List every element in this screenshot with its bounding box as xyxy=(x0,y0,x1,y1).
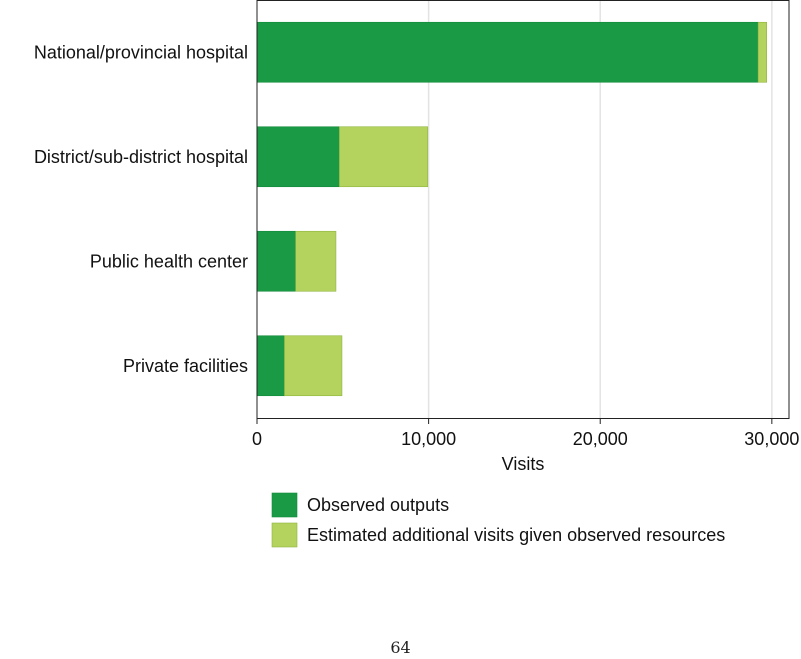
category-labels: National/provincial hospital District/sub… xyxy=(34,42,248,376)
category-label: Private facilities xyxy=(123,356,248,376)
bar-segment xyxy=(256,230,296,292)
bar-segment xyxy=(256,126,340,188)
x-axis-ticks: 0 10,000 20,000 30,000 xyxy=(252,418,799,449)
bars xyxy=(256,21,767,397)
legend-label: Estimated additional visits given observ… xyxy=(307,525,725,545)
legend-swatch xyxy=(271,522,298,548)
category-label: District/sub-district hospital xyxy=(34,147,248,167)
category-label: National/provincial hospital xyxy=(34,42,248,62)
bar-segment xyxy=(295,230,337,292)
bar-segment xyxy=(339,126,429,188)
legend-swatch xyxy=(271,492,298,518)
legend-label: Observed outputs xyxy=(307,495,449,515)
tick-label: 30,000 xyxy=(744,429,799,449)
legend: Observed outputs Estimated additional vis… xyxy=(271,492,725,548)
tick-label: 10,000 xyxy=(401,429,456,449)
bar-segment xyxy=(284,335,343,397)
page-number: 64 xyxy=(390,638,411,657)
stacked-bar-chart: National/provincial hospital District/sub… xyxy=(34,0,799,548)
plot-area-frame xyxy=(256,0,790,419)
tick-label: 0 xyxy=(252,429,262,449)
tick-label: 20,000 xyxy=(573,429,628,449)
bar-segment xyxy=(757,21,767,83)
x-axis-title: Visits xyxy=(502,454,545,474)
bar-segment xyxy=(256,335,285,397)
bar-segment xyxy=(256,21,759,83)
category-label: Public health center xyxy=(90,251,248,271)
